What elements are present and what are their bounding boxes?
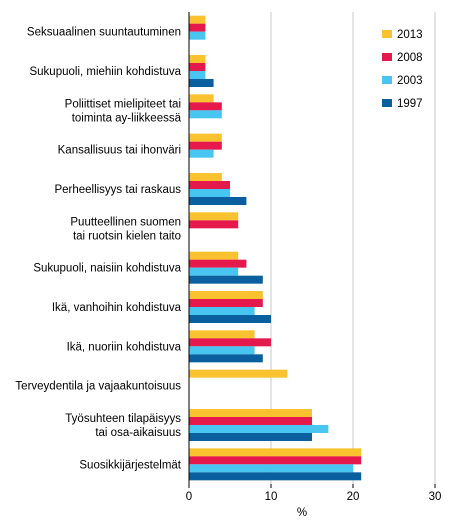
bar-2013-9	[189, 369, 288, 378]
category-label-4: Perheellisyys tai raskaus	[54, 184, 181, 196]
legend-label-1997: 1997	[397, 98, 423, 110]
category-label-9: Terveydentila ja vajaakuntoisuus	[15, 381, 181, 393]
bar-2003-10	[189, 425, 329, 433]
bar-2013-2	[189, 94, 214, 103]
category-label-11: Suosikkijärjestelmät	[79, 459, 181, 471]
bar-2013-8	[189, 330, 255, 339]
bar-2003-4	[189, 189, 230, 197]
legend-label-2003: 2003	[397, 75, 423, 87]
bar-2013-7	[189, 291, 263, 299]
bar-2013-11	[189, 448, 362, 457]
category-label-6: Sukupuoli, naisiin kohdistuva	[33, 263, 181, 275]
x-tick-label-30: 30	[429, 491, 442, 503]
bar-2003-7	[189, 307, 255, 315]
bar-1997-11	[189, 472, 362, 481]
legend-swatch-2008	[382, 53, 392, 61]
bar-2013-3	[189, 133, 222, 142]
category-labels: Seksuaalinen suuntautuminen Sukupuoli, mi…	[15, 27, 181, 472]
x-tick-label-20: 20	[347, 491, 360, 503]
bar-2003-0	[189, 31, 206, 40]
legend-label-2008: 2008	[397, 52, 423, 64]
bar-2008-5	[189, 220, 239, 229]
bar-1997-4	[189, 197, 247, 205]
bar-2003-2	[189, 110, 222, 119]
category-label-0: Seksuaalinen suuntautuminen	[27, 27, 181, 39]
legend-label-2013: 2013	[397, 29, 423, 41]
bar-1997-8	[189, 354, 263, 363]
category-label-1: Sukupuoli, miehiin kohdistuva	[29, 66, 181, 78]
bar-2008-6	[189, 259, 247, 268]
bar-2013-4	[189, 173, 222, 181]
category-label-7: Ikä, vanhoihin kohdistuva	[52, 302, 182, 314]
bar-2013-1	[189, 55, 206, 63]
bar-2008-2	[189, 102, 222, 111]
legend: 2013 2008 2003 1997	[382, 29, 423, 110]
category-label-10-line0: Työsuhteen tilapäisyys	[65, 413, 181, 425]
x-tick-label-10: 10	[265, 491, 278, 503]
category-label-5-line0: Puutteellinen suomen	[70, 216, 181, 228]
x-tick-label-0: 0	[186, 491, 192, 503]
category-label-2-line0: Poliittiset mielipiteet tai	[65, 98, 181, 110]
bar-1997-10	[189, 433, 312, 441]
legend-swatch-2013	[382, 30, 392, 38]
bar-2008-4	[189, 181, 230, 189]
bar-2003-3	[189, 149, 214, 158]
bar-2013-10	[189, 409, 312, 417]
category-label-5-line1: tai ruotsin kielen taito	[73, 230, 181, 242]
bars	[189, 15, 362, 481]
gridlines	[270, 12, 436, 484]
bar-2008-8	[189, 338, 271, 347]
bar-2008-1	[189, 63, 206, 71]
bar-2013-0	[189, 15, 206, 24]
x-axis-ticks: 0 10 20 30	[186, 484, 442, 503]
category-label-8: Ikä, nuoriin kohdistuva	[67, 341, 182, 353]
bar-2008-7	[189, 299, 263, 307]
category-label-3: Kansallisuus tai ihonväri	[58, 145, 181, 157]
legend-swatch-2003	[382, 76, 392, 84]
bar-2003-11	[189, 464, 353, 473]
bar-1997-6	[189, 275, 263, 284]
bar-2008-10	[189, 417, 312, 425]
bar-2003-8	[189, 346, 255, 355]
category-label-2-line1: toiminta ay-liikkeessä	[72, 112, 182, 124]
x-axis-label: %	[297, 507, 307, 519]
bar-2008-11	[189, 456, 362, 465]
bar-2013-6	[189, 251, 239, 260]
bar-2008-0	[189, 23, 206, 32]
bar-2008-3	[189, 141, 222, 150]
bar-1997-1	[189, 79, 214, 87]
category-label-10-line1: tai osa-aikaisuus	[95, 427, 181, 439]
legend-swatch-1997	[382, 99, 392, 107]
bar-1997-7	[189, 315, 271, 323]
bar-2003-6	[189, 267, 239, 276]
bar-2003-1	[189, 71, 206, 79]
bar-2013-5	[189, 212, 239, 221]
